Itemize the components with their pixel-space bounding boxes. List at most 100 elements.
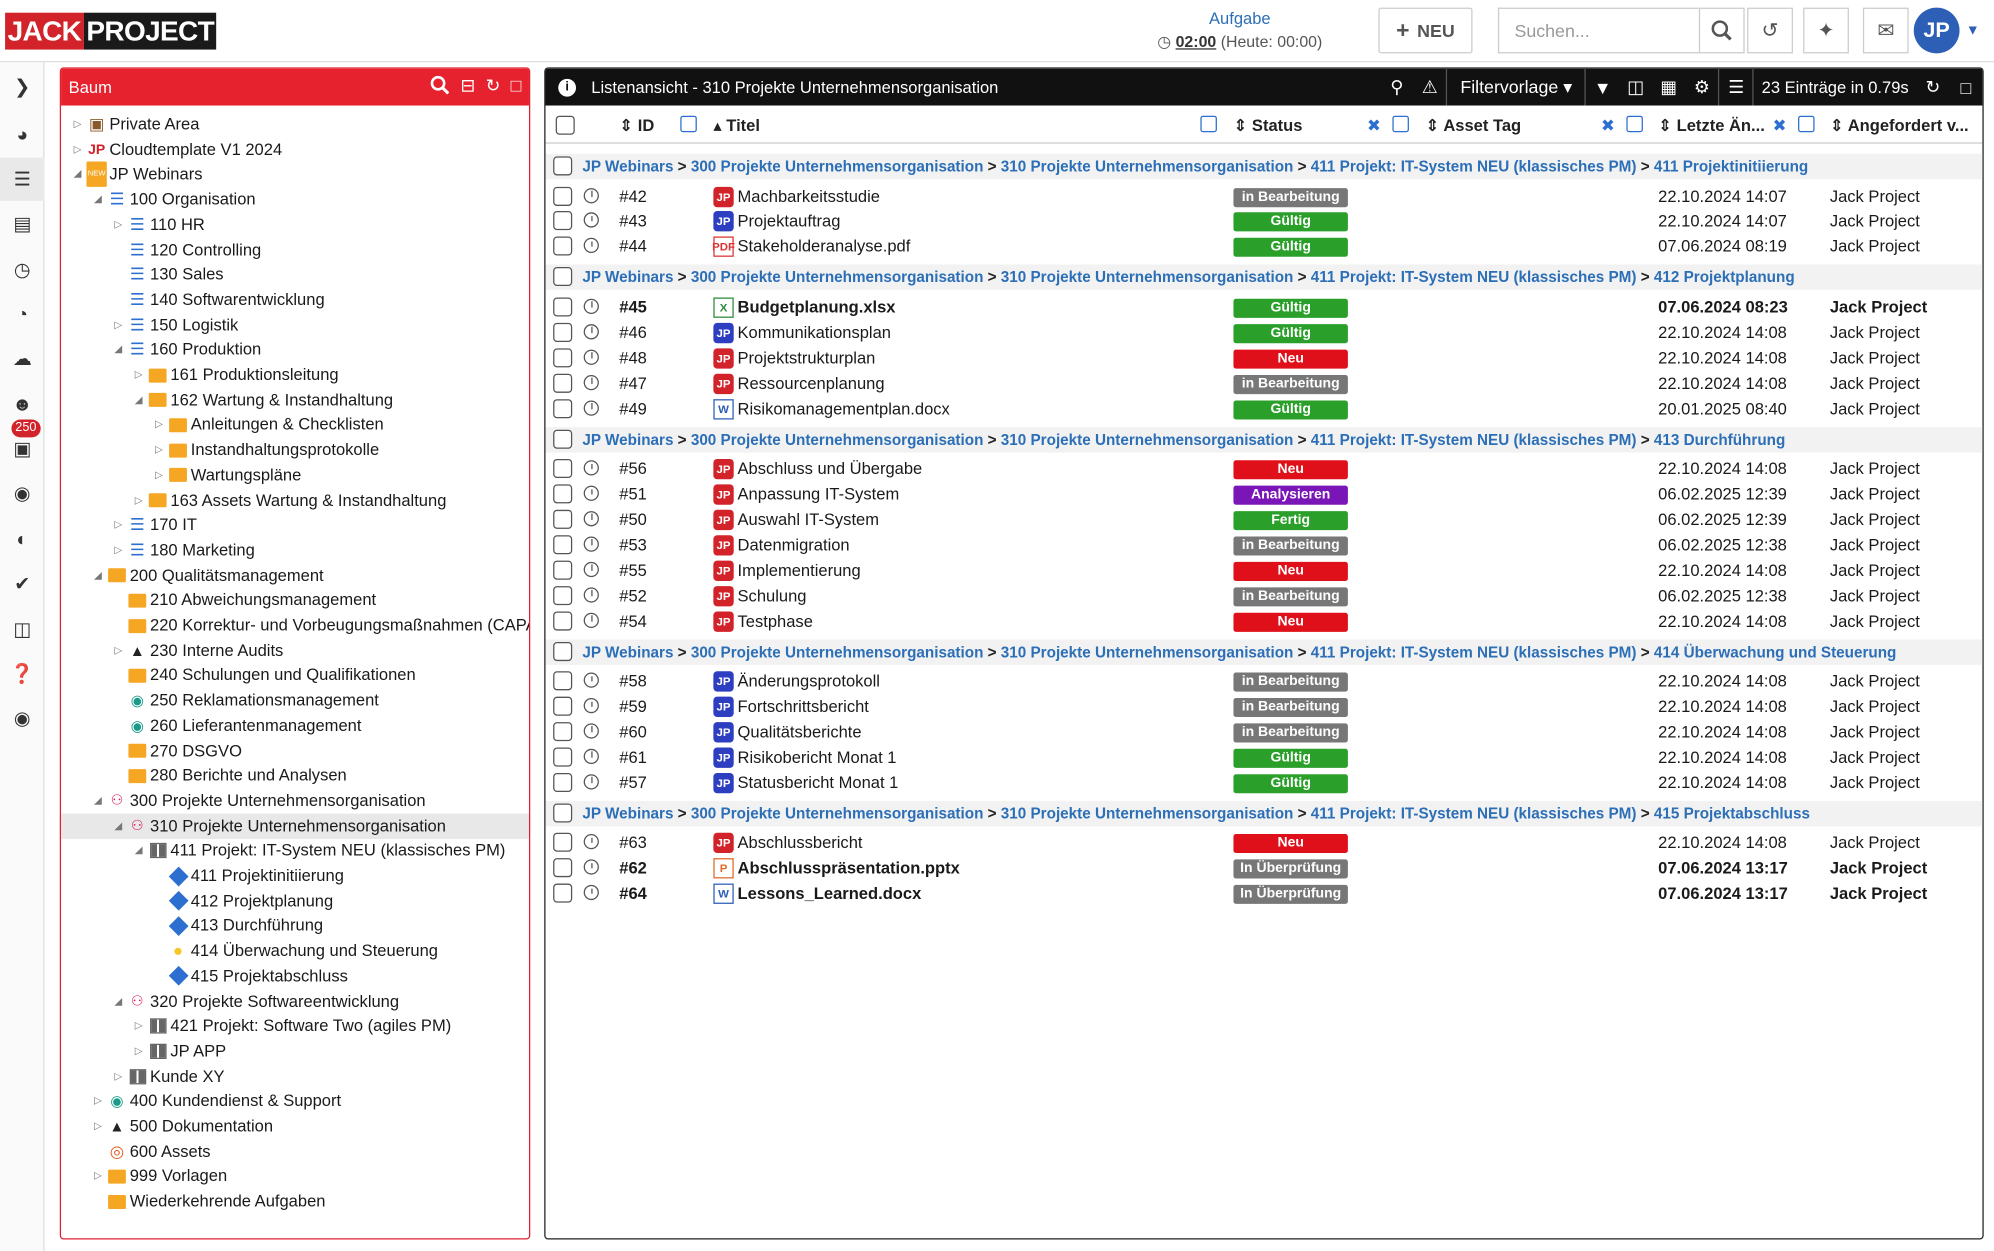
group-breadcrumb[interactable]: JP Webinars > 300 Projekte Unternehmenso… — [582, 639, 1896, 664]
row-title[interactable]: JP Abschlussbericht — [713, 831, 863, 856]
row-title[interactable]: JP Risikobericht Monat 1 — [713, 745, 896, 770]
search-button[interactable] — [1698, 7, 1745, 54]
tree-caret-icon[interactable]: ▷ — [73, 143, 82, 155]
row-title-text[interactable]: Anpassung IT-System — [737, 484, 900, 504]
time-icon[interactable]: ◷ — [13, 259, 31, 281]
search-input[interactable]: Suchen... — [1497, 7, 1699, 54]
row-title[interactable]: JP Änderungsprotokoll — [713, 669, 880, 694]
tree-caret-icon[interactable]: ▷ — [93, 1170, 102, 1182]
column-requested-by[interactable]: ⇕ Angefordert v... — [1829, 115, 1969, 135]
row-title[interactable]: JP Machbarkeitsstudie — [713, 184, 880, 209]
list-icon[interactable]: ☰ — [0, 157, 45, 201]
tree-item[interactable]: 270 DSGVO — [61, 738, 529, 763]
tree-item[interactable]: ▷ Anleitungen & Checklisten — [61, 412, 529, 437]
group-checkbox[interactable] — [553, 429, 573, 449]
time-tracking-clock-icon[interactable] — [583, 510, 599, 527]
time-tracking-clock-icon[interactable] — [583, 773, 599, 790]
changed-filter-icon[interactable] — [1798, 115, 1815, 133]
breadcrumb-link[interactable]: JP Webinars — [582, 642, 674, 661]
row-checkbox[interactable] — [553, 211, 573, 231]
time-tracking-clock-icon[interactable] — [583, 349, 599, 365]
columns-icon[interactable]: ◫ — [1627, 76, 1645, 97]
tree-caret-icon[interactable]: ◢ — [114, 343, 123, 356]
row-title-text[interactable]: Datenmigration — [737, 534, 850, 555]
id-filter-icon[interactable] — [680, 115, 697, 133]
row-title[interactable]: JP Qualitätsberichte — [713, 719, 862, 744]
tree-item[interactable]: ▷ ☰ 150 Logistik — [61, 312, 529, 337]
row-title-text[interactable]: Testphase — [737, 610, 813, 630]
tree-caret-icon[interactable]: ◢ — [73, 168, 82, 180]
row-title-text[interactable]: Projektstrukturplan — [737, 347, 876, 368]
time-tracking-clock-icon[interactable] — [583, 561, 599, 577]
row-title[interactable]: JP Implementierung — [713, 558, 861, 583]
avatar[interactable]: JP — [1913, 7, 1960, 54]
row-title[interactable]: JP Ressourcenplanung — [713, 371, 885, 396]
notification-icon[interactable]: ☁ — [12, 348, 32, 370]
group-checkbox[interactable] — [553, 267, 573, 287]
time-tracking-clock-icon[interactable] — [583, 374, 599, 390]
row-title[interactable]: W Lessons_Learned.docx — [713, 881, 921, 906]
table-row[interactable]: #57 JP Statusbericht Monat 1 Gültig 22.10.20… — [546, 770, 1983, 795]
tree-item[interactable]: Wiederkehrende Aufgaben — [61, 1189, 529, 1214]
table-row[interactable]: #44 PDF Stakeholderanalyse.pdf Gültig 07.06.… — [546, 234, 1983, 259]
tree-caret-icon[interactable]: ▷ — [114, 1069, 123, 1082]
tree-item[interactable]: ◉ 260 Lieferantenmanagement — [61, 713, 529, 738]
row-checkbox[interactable] — [553, 721, 573, 742]
group-breadcrumb[interactable]: JP Webinars > 300 Projekte Unternehmenso… — [582, 427, 1785, 452]
row-checkbox[interactable] — [553, 772, 573, 792]
group-header-row[interactable]: JP Webinars > 300 Projekte Unternehmenso… — [545, 800, 1983, 827]
chat-button[interactable]: ✉ — [1862, 7, 1909, 54]
time-tracking-clock-icon[interactable] — [583, 586, 599, 603]
tree-caret-icon[interactable]: ◢ — [114, 819, 123, 831]
notification-badge[interactable]: 250 — [11, 419, 41, 438]
tree-collapse-icon[interactable]: ⊟ — [460, 75, 476, 96]
time-tracking-clock-icon[interactable] — [583, 697, 599, 714]
asset-tools-icon[interactable]: ✖ — [1600, 115, 1615, 135]
table-row[interactable]: #53 JP Datenmigration in Bearbeitung 06.02.2… — [546, 532, 1983, 557]
tree-item[interactable]: 413 Durchführung — [61, 913, 529, 938]
users-icon[interactable]: ☻ — [12, 393, 33, 416]
history-button[interactable]: ↺ — [1747, 7, 1793, 54]
row-title[interactable]: JP Projektauftrag — [713, 209, 840, 234]
tree-item[interactable]: ▷ 421 Projekt: Software Two (agiles PM) — [61, 1013, 529, 1038]
breadcrumb-link[interactable]: JP Webinars — [582, 157, 674, 176]
filter-template-dropdown[interactable]: Filtervorlage ▾ — [1460, 76, 1573, 97]
column-id[interactable]: ⇕ ID — [619, 115, 655, 135]
row-checkbox[interactable] — [553, 585, 573, 605]
tree-item[interactable]: ● 414 Überwachung und Steuerung — [61, 938, 529, 963]
tree-window-icon[interactable]: □ — [510, 75, 522, 96]
row-title-text[interactable]: Abschlussbericht — [737, 833, 863, 853]
tree-item[interactable]: ◎ 600 Assets — [61, 1139, 529, 1164]
tree-item[interactable]: ▷ Kunde XY — [61, 1064, 529, 1089]
tree-item[interactable]: ▷ Instandhaltungsprotokolle — [61, 437, 529, 462]
row-checkbox[interactable] — [553, 534, 573, 555]
board-icon[interactable]: ▤ — [13, 213, 32, 236]
tree-item[interactable]: ▷ ☰ 110 HR — [61, 212, 529, 237]
row-title[interactable]: JP Fortschrittsbericht — [713, 694, 869, 719]
tree-caret-icon[interactable]: ▷ — [114, 644, 123, 656]
time-tracking-clock-icon[interactable] — [583, 536, 599, 552]
breadcrumb-link[interactable]: 411 Projekt: IT-System NEU (klassisches … — [1310, 157, 1637, 176]
row-checkbox[interactable] — [553, 696, 573, 716]
table-row[interactable]: #62 P Abschlusspräsentation.pptx In Überprü… — [546, 856, 1983, 881]
row-checkbox[interactable] — [553, 373, 573, 393]
group-breadcrumb[interactable]: JP Webinars > 300 Projekte Unternehmenso… — [582, 801, 1810, 826]
row-checkbox[interactable] — [553, 484, 573, 504]
breadcrumb-link[interactable]: 411 Projekt: IT-System NEU (klassisches … — [1310, 804, 1637, 823]
app-logo[interactable]: JACK PROJECT — [5, 12, 217, 50]
row-checkbox[interactable] — [553, 509, 573, 529]
tree-item[interactable]: ▷ ▣ Private Area — [61, 112, 529, 137]
breadcrumb-link[interactable]: 411 Projektinitiierung — [1653, 157, 1809, 176]
breadcrumb-link[interactable]: 414 Überwachung und Steuerung — [1653, 642, 1897, 661]
group-header-row[interactable]: JP Webinars > 300 Projekte Unternehmenso… — [545, 153, 1983, 180]
column-title[interactable]: ▴ Titel — [713, 115, 760, 135]
tree-caret-icon[interactable]: ▷ — [155, 418, 163, 431]
table-row[interactable]: #42 JP Machbarkeitsstudie in Bearbeitung 22.… — [546, 184, 1983, 209]
group-checkbox[interactable] — [553, 641, 573, 661]
row-title[interactable]: JP Anpassung IT-System — [713, 482, 899, 507]
tree-caret-icon[interactable]: ▷ — [155, 443, 163, 456]
tree-item[interactable]: ▷ Wartungspläne — [61, 462, 529, 487]
tree-caret-icon[interactable]: ◢ — [114, 994, 123, 1007]
time-tracking-clock-icon[interactable] — [583, 238, 599, 254]
time-tracking-clock-icon[interactable] — [583, 884, 599, 901]
